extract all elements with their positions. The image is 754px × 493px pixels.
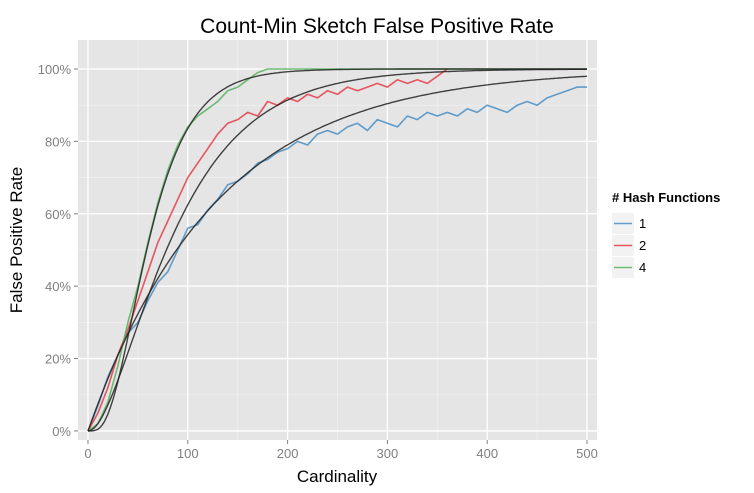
y-tick-label: 80% xyxy=(45,134,71,149)
series-line-4 xyxy=(87,68,587,432)
x-tick-label: 200 xyxy=(277,446,299,461)
series-line-2 xyxy=(87,68,448,432)
legend-label-4: 4 xyxy=(639,260,646,275)
y-tick-label: 40% xyxy=(45,279,71,294)
legend: # Hash Functions 1 2 4 xyxy=(612,190,720,278)
x-tick-label: 0 xyxy=(84,446,91,461)
theoretical-curve-1 xyxy=(87,75,588,432)
x-axis-label: Cardinality xyxy=(297,467,378,486)
x-tick-label: 100 xyxy=(177,446,199,461)
y-tick-label: 100% xyxy=(38,62,72,77)
chart-title: Count-Min Sketch False Positive Rate xyxy=(200,15,554,38)
y-axis-label: False Positive Rate xyxy=(7,167,26,313)
y-tick-label: 60% xyxy=(45,207,71,222)
theoretical-curve-2 xyxy=(87,68,587,432)
x-tick-label: 400 xyxy=(476,446,498,461)
legend-title: # Hash Functions xyxy=(612,190,720,205)
theoretical-curve-4 xyxy=(87,68,587,432)
y-tick-label: 0% xyxy=(52,424,71,439)
x-tick-label: 500 xyxy=(576,446,598,461)
legend-label-2: 2 xyxy=(639,238,646,253)
x-tick-label: 300 xyxy=(377,446,399,461)
y-tick-label: 20% xyxy=(45,352,71,367)
legend-label-1: 1 xyxy=(639,216,646,231)
series-line-1 xyxy=(87,86,587,432)
